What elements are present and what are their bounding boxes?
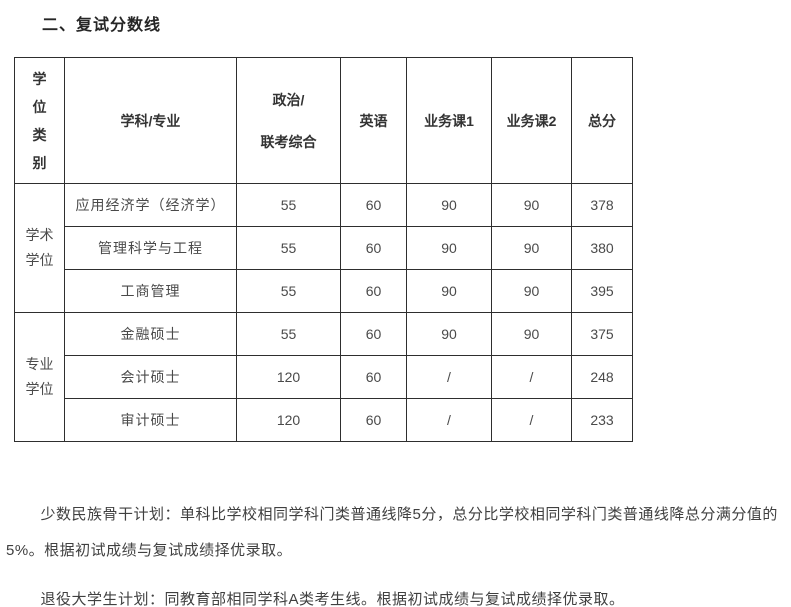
total-score: 378 bbox=[571, 183, 633, 227]
course2-score: 90 bbox=[491, 226, 572, 270]
header-course1: 业务课1 bbox=[406, 57, 492, 184]
header-major: 学科/专业 bbox=[64, 57, 237, 184]
course1-score: / bbox=[406, 398, 492, 442]
politics-score: 55 bbox=[236, 226, 341, 270]
course2-score: 90 bbox=[491, 312, 572, 356]
politics-score: 55 bbox=[236, 312, 341, 356]
english-score: 60 bbox=[340, 226, 407, 270]
degree-category-professional: 专业 学位 bbox=[14, 312, 65, 442]
english-score: 60 bbox=[340, 183, 407, 227]
major-cell: 应用经济学（经济学） bbox=[64, 183, 237, 227]
page-title: 二、复试分数线 bbox=[42, 17, 162, 34]
course1-score: 90 bbox=[406, 269, 492, 313]
table-row: 审计硕士 120 60 / / 233 bbox=[15, 398, 633, 442]
table-row: 会计硕士 120 60 / / 248 bbox=[15, 355, 633, 399]
degree-category-academic: 学术 学位 bbox=[14, 183, 65, 313]
course2-score: / bbox=[491, 398, 572, 442]
major-cell: 金融硕士 bbox=[64, 312, 237, 356]
total-score: 380 bbox=[571, 226, 633, 270]
total-score: 248 bbox=[571, 355, 633, 399]
course2-score: 90 bbox=[491, 269, 572, 313]
english-score: 60 bbox=[340, 269, 407, 313]
major-cell: 会计硕士 bbox=[64, 355, 237, 399]
course2-score: 90 bbox=[491, 183, 572, 227]
course1-score: 90 bbox=[406, 312, 492, 356]
english-score: 60 bbox=[340, 312, 407, 356]
table-row: 专业 学位 金融硕士 55 60 90 90 375 bbox=[14, 312, 633, 442]
header-degree-category: 学 位 类 别 bbox=[14, 57, 65, 184]
total-score: 375 bbox=[571, 312, 633, 356]
politics-score: 120 bbox=[236, 355, 341, 399]
note-veteran-plan: 退役大学生计划：同教育部相同学科A类考生线。根据初试成绩与复试成绩择优录取。 bbox=[40, 591, 625, 607]
table-row: 工商管理 55 60 90 90 395 bbox=[15, 269, 633, 313]
major-cell: 工商管理 bbox=[64, 269, 237, 313]
course2-score: / bbox=[491, 355, 572, 399]
english-score: 60 bbox=[340, 398, 407, 442]
course1-score: 90 bbox=[406, 226, 492, 270]
major-cell: 审计硕士 bbox=[64, 398, 237, 442]
header-total: 总分 bbox=[571, 57, 633, 184]
table-row: 学术 学位 应用经济学（经济学） 55 60 90 90 378 bbox=[14, 183, 633, 313]
notes-section: 少数民族骨干计划：单科比学校相同学科门类普通线降5分，总分比学校相同学科门类普通… bbox=[6, 497, 785, 607]
header-english: 英语 bbox=[340, 57, 407, 184]
note-minority-plan: 少数民族骨干计划：单科比学校相同学科门类普通线降5分，总分比学校相同学科门类普通… bbox=[6, 506, 778, 559]
header-politics-joint-exam: 政治/ 联考综合 bbox=[236, 57, 341, 184]
major-cell: 管理科学与工程 bbox=[64, 226, 237, 270]
english-score: 60 bbox=[340, 355, 407, 399]
politics-score: 55 bbox=[236, 269, 341, 313]
course1-score: / bbox=[406, 355, 492, 399]
politics-score: 120 bbox=[236, 398, 341, 442]
total-score: 233 bbox=[571, 398, 633, 442]
politics-score: 55 bbox=[236, 183, 341, 227]
total-score: 395 bbox=[571, 269, 633, 313]
table-header-row: 学 位 类 别 学科/专业 政治/ 联考综合 英语 业务课1 业务课2 总分 bbox=[14, 57, 633, 184]
retest-score-table: 学 位 类 别 学科/专业 政治/ 联考综合 英语 业务课1 业务课2 总分 学… bbox=[14, 57, 633, 442]
header-course2: 业务课2 bbox=[491, 57, 572, 184]
table-row: 管理科学与工程 55 60 90 90 380 bbox=[15, 226, 633, 270]
course1-score: 90 bbox=[406, 183, 492, 227]
